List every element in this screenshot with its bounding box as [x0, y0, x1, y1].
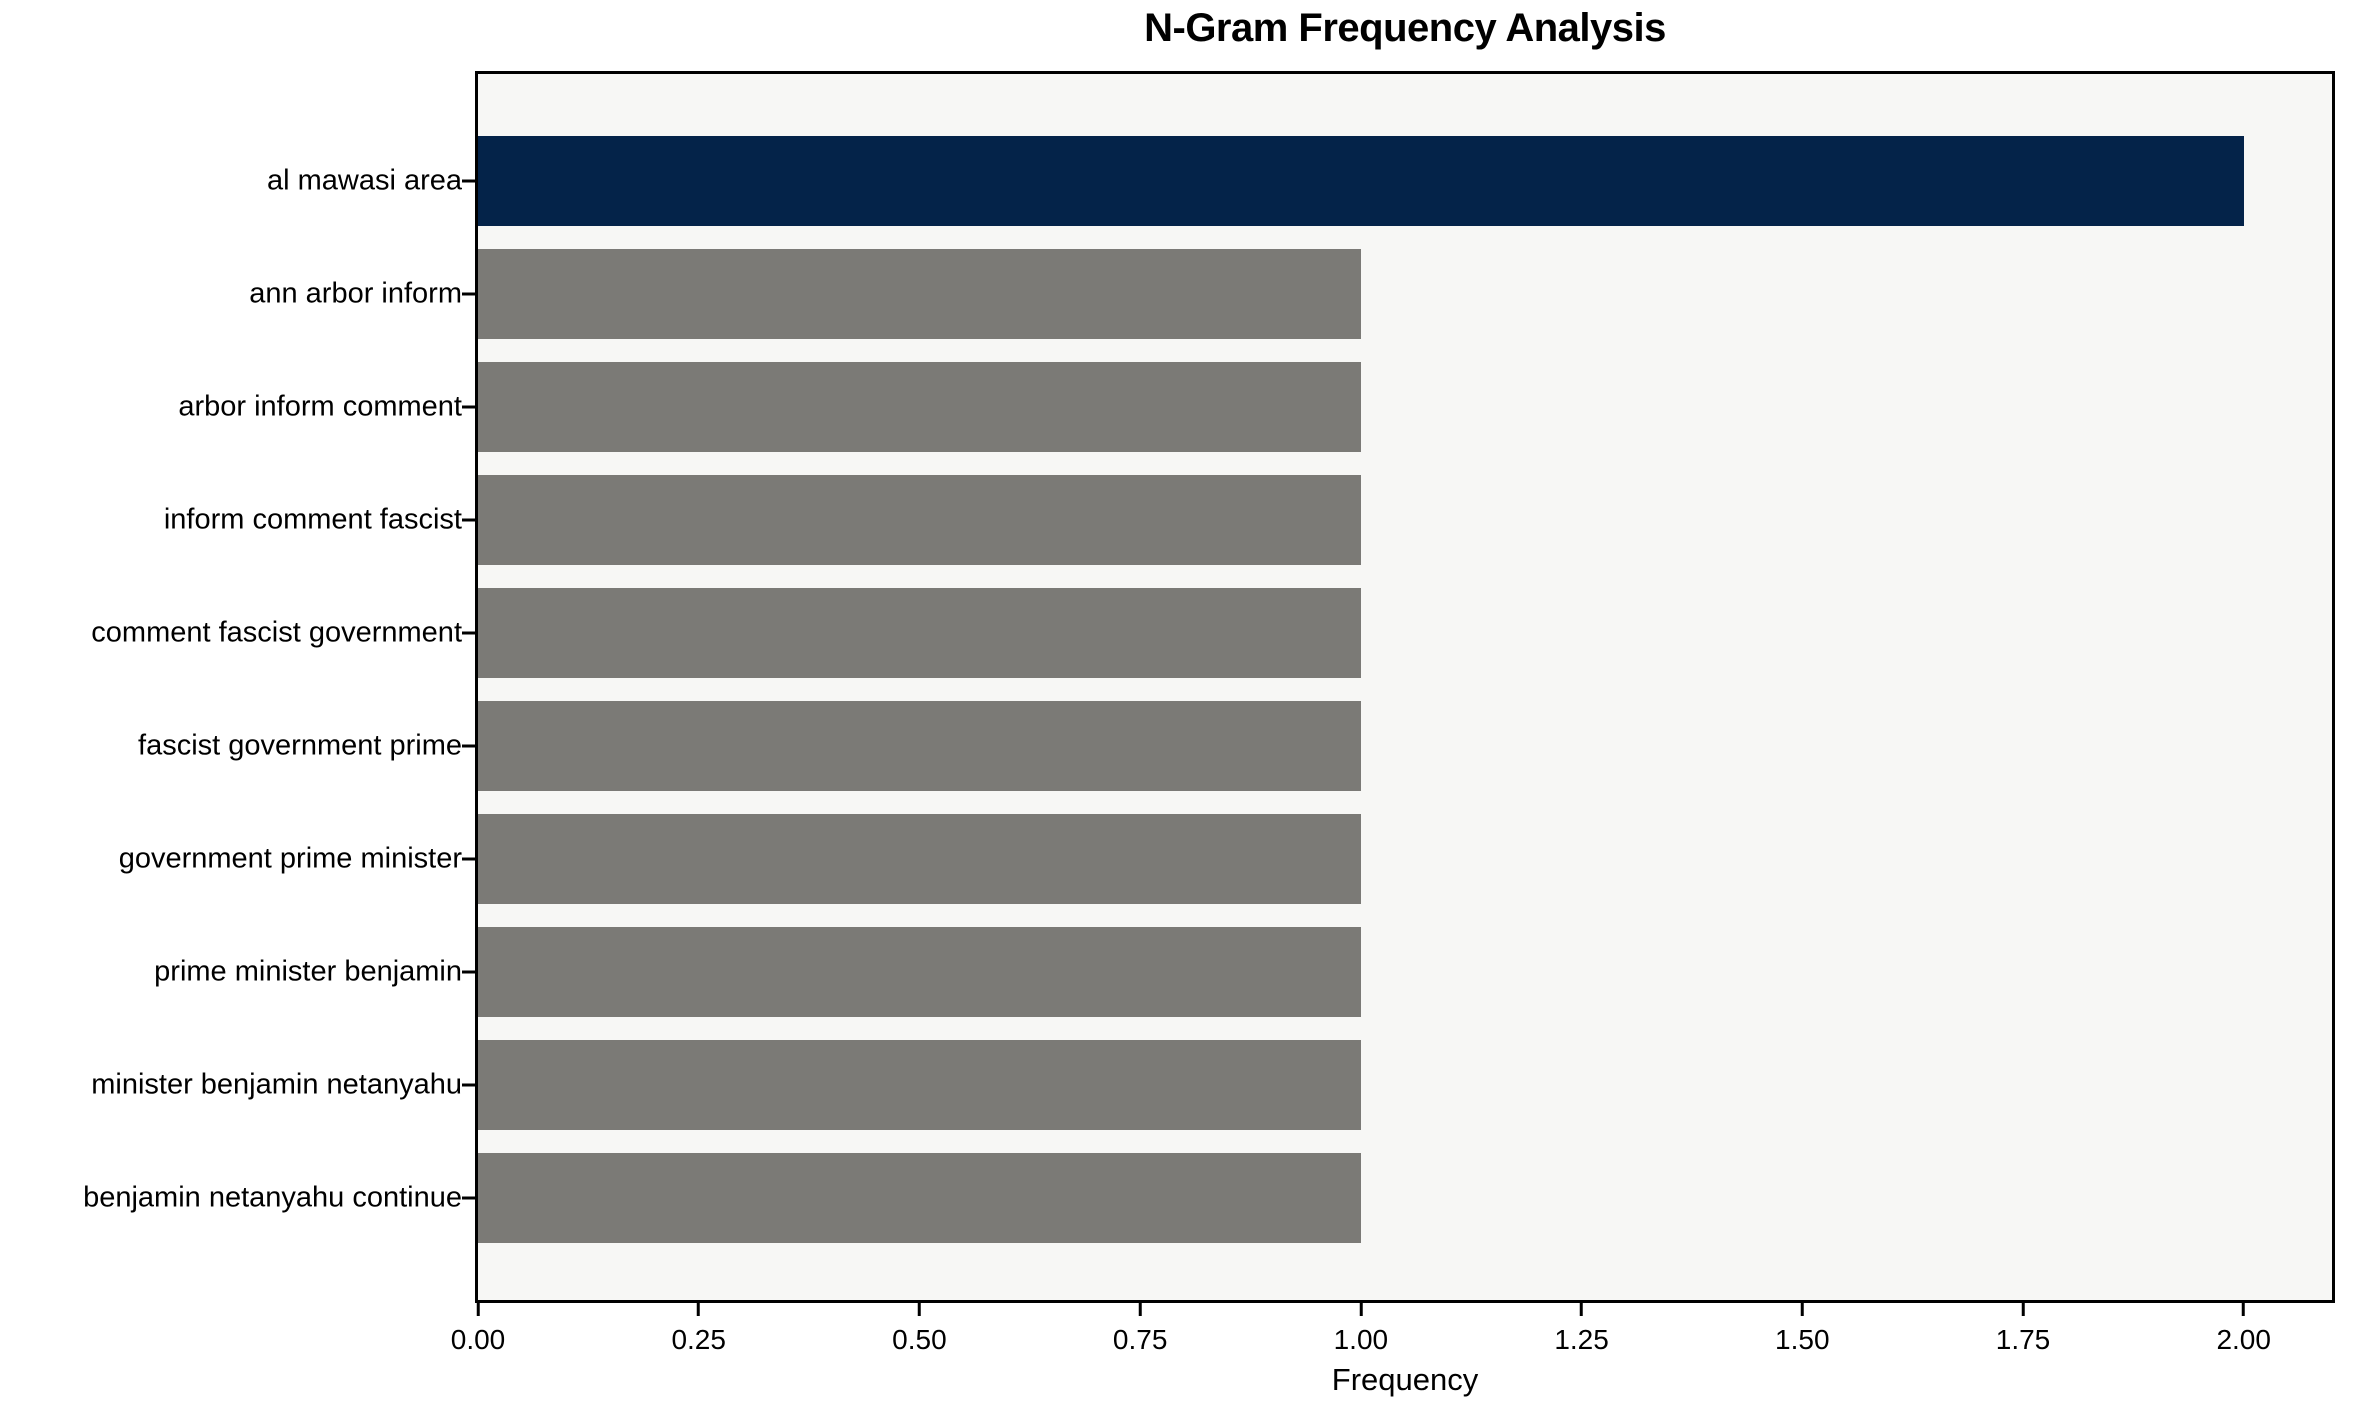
- x-tick-label: 0.75: [1112, 1324, 1168, 1355]
- x-tick-label: 1.25: [1554, 1324, 1609, 1355]
- x-tick: 0.50: [892, 1300, 947, 1356]
- frequency-bar: [478, 248, 1361, 339]
- frequency-bar: [478, 813, 1361, 904]
- x-tick: 0.00: [450, 1300, 506, 1356]
- x-tick-mark: [2242, 1303, 2246, 1316]
- frequency-bar: [478, 361, 1361, 452]
- y-category-label: al mawasi area: [266, 164, 462, 196]
- bar-rows-container: al mawasi area ann arbor inform arbor info…: [83, 74, 2332, 1300]
- x-tick-label: 0.50: [892, 1324, 947, 1355]
- x-tick-mark: [1138, 1303, 1142, 1316]
- x-tick-label: 0.00: [450, 1324, 506, 1355]
- x-tick-mark: [1359, 1303, 1363, 1316]
- bar-row: inform comment fascist: [164, 463, 2332, 576]
- frequency-bar: [478, 1152, 1361, 1243]
- bar-row: minister benjamin netanyahu: [91, 1028, 2332, 1141]
- x-tick-mark: [476, 1303, 480, 1316]
- bar-row: benjamin netanyahu continue: [83, 1141, 2332, 1254]
- y-category-label: prime minister benjamin: [154, 955, 462, 987]
- y-tick-mark: [462, 970, 475, 973]
- x-tick-mark: [2021, 1303, 2025, 1316]
- bar-row: comment fascist government: [91, 576, 2332, 689]
- plot-area: al mawasi area ann arbor inform arbor info…: [83, 71, 2335, 1397]
- frequency-bar: [478, 135, 2244, 226]
- y-category-label: government prime minister: [118, 842, 462, 874]
- frequency-bar: [478, 926, 1361, 1017]
- y-tick-mark: [462, 631, 475, 634]
- x-tick: 1.25: [1554, 1300, 1609, 1356]
- x-tick: 1.50: [1775, 1300, 1830, 1356]
- y-tick-mark: [462, 744, 475, 747]
- bar-row: fascist government prime: [138, 689, 2332, 802]
- y-category-label: fascist government prime: [138, 729, 462, 761]
- bar-row: ann arbor inform: [249, 237, 2332, 350]
- bar-row: government prime minister: [119, 802, 2332, 915]
- x-tick-mark: [1800, 1303, 1804, 1316]
- frequency-bar: [478, 474, 1361, 565]
- bar-row: al mawasi area: [267, 124, 2332, 237]
- y-tick-mark: [462, 1196, 475, 1199]
- y-tick-mark: [462, 518, 475, 521]
- x-tick-label: 1.50: [1775, 1324, 1830, 1355]
- bar-row: prime minister benjamin: [154, 915, 2332, 1028]
- frequency-bar: [478, 587, 1361, 678]
- x-tick: 1.00: [1333, 1300, 1389, 1356]
- y-tick-mark: [462, 405, 475, 408]
- x-tick: 0.75: [1112, 1300, 1168, 1356]
- y-tick-mark: [462, 179, 475, 182]
- frequency-bar: [478, 700, 1361, 791]
- chart-title: N-Gram Frequency Analysis: [1144, 6, 1666, 50]
- y-category-label: arbor inform comment: [178, 390, 462, 422]
- y-category-label: inform comment fascist: [163, 503, 462, 535]
- y-tick-mark: [462, 1083, 475, 1086]
- x-tick-label: 2.00: [2216, 1324, 2271, 1355]
- x-tick-label: 1.00: [1333, 1324, 1389, 1355]
- x-tick-mark: [917, 1303, 921, 1316]
- x-tick-label: 0.25: [671, 1324, 726, 1355]
- x-tick: 2.00: [2216, 1300, 2271, 1356]
- x-tick: 1.75: [1995, 1300, 2051, 1356]
- x-axis-title: Frequency: [1331, 1362, 1479, 1397]
- y-category-label: minister benjamin netanyahu: [91, 1068, 462, 1100]
- x-tick: 0.25: [671, 1300, 726, 1356]
- y-tick-mark: [462, 857, 475, 860]
- x-tick-mark: [1580, 1303, 1584, 1316]
- x-tick-mark: [697, 1303, 701, 1316]
- bar-row: arbor inform comment: [178, 350, 2332, 463]
- x-tick-label: 1.75: [1995, 1324, 2051, 1355]
- y-tick-mark: [462, 292, 475, 295]
- y-category-label: ann arbor inform: [249, 277, 462, 309]
- frequency-bar: [478, 1039, 1361, 1130]
- y-category-label: benjamin netanyahu continue: [83, 1181, 462, 1213]
- y-category-label: comment fascist government: [91, 616, 462, 648]
